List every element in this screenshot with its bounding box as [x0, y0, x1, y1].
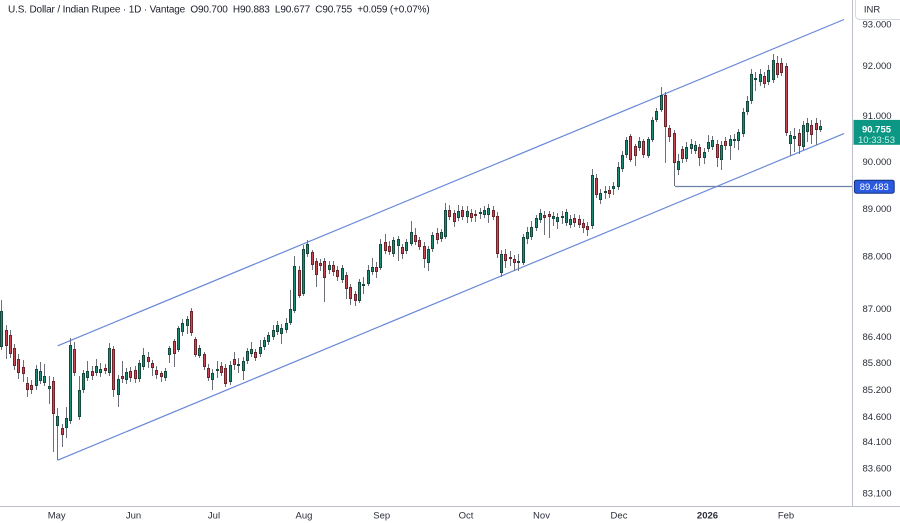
- svg-text:83.100: 83.100: [863, 489, 892, 500]
- svg-text:90.000: 90.000: [863, 157, 892, 168]
- svg-text:INR: INR: [864, 4, 881, 15]
- svg-text:Oct: Oct: [459, 511, 474, 522]
- svg-text:Jul: Jul: [208, 511, 220, 522]
- svg-text:87.000: 87.000: [863, 304, 892, 315]
- svg-text:10:33:53: 10:33:53: [858, 135, 895, 146]
- svg-text:Sep: Sep: [373, 511, 390, 522]
- svg-text:Dec: Dec: [611, 511, 628, 522]
- svg-text:84.100: 84.100: [863, 437, 892, 448]
- svg-text:91.000: 91.000: [863, 111, 892, 122]
- svg-text:Aug: Aug: [296, 511, 313, 522]
- svg-text:Jun: Jun: [126, 511, 141, 522]
- svg-text:Nov: Nov: [533, 511, 550, 522]
- svg-text:Feb: Feb: [778, 511, 794, 522]
- svg-text:84.600: 84.600: [863, 412, 892, 423]
- svg-text:93.000: 93.000: [863, 19, 892, 30]
- svg-text:89.000: 89.000: [863, 204, 892, 215]
- svg-text:90.755: 90.755: [862, 124, 892, 135]
- svg-text:2026: 2026: [697, 511, 718, 522]
- svg-text:85.200: 85.200: [863, 385, 892, 396]
- svg-text:89.483: 89.483: [860, 182, 889, 193]
- svg-text:83.600: 83.600: [863, 464, 892, 475]
- svg-text:92.000: 92.000: [863, 61, 892, 72]
- svg-text:U.S. Dollar / Indian Rupee · 1: U.S. Dollar / Indian Rupee · 1D · Vantag…: [8, 5, 430, 16]
- svg-text:86.400: 86.400: [863, 332, 892, 343]
- svg-text:85.800: 85.800: [863, 358, 892, 369]
- svg-text:88.000: 88.000: [863, 252, 892, 263]
- svg-text:May: May: [48, 511, 66, 522]
